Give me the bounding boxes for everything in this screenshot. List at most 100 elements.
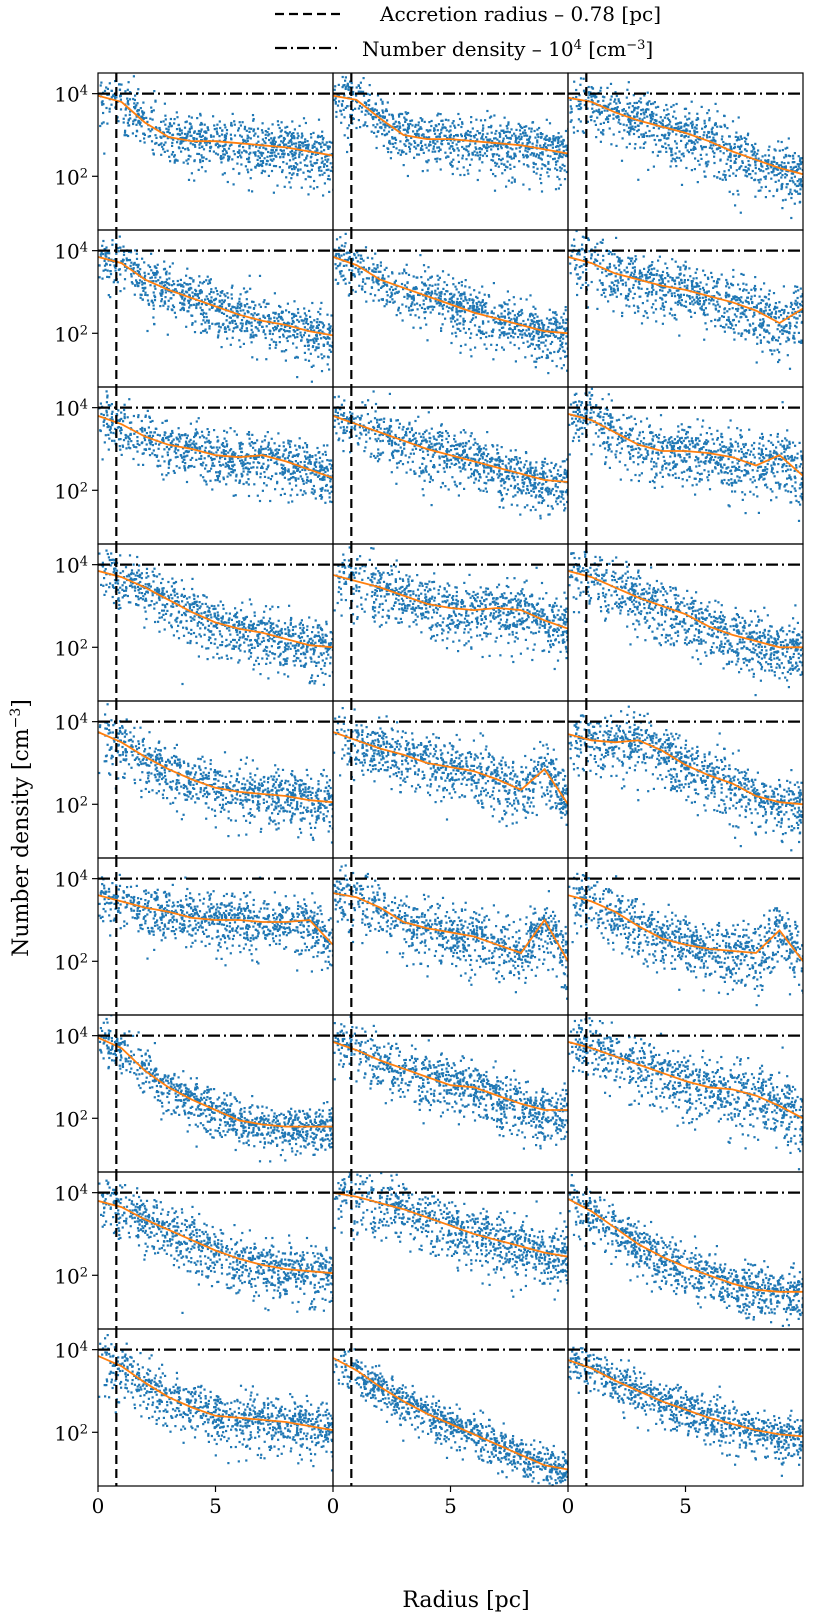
scatter-point bbox=[355, 94, 358, 97]
scatter-point bbox=[577, 99, 580, 103]
scatter-point bbox=[173, 161, 176, 164]
scatter-point bbox=[200, 166, 204, 169]
scatter-point bbox=[716, 110, 719, 113]
scatter-point bbox=[757, 189, 760, 192]
scatter-point bbox=[299, 146, 302, 149]
scatter-point bbox=[594, 123, 597, 126]
scatter-point bbox=[342, 274, 345, 277]
scatter-point bbox=[410, 136, 413, 139]
scatter-point bbox=[282, 333, 285, 336]
scatter-point bbox=[642, 111, 645, 114]
scatter-point bbox=[796, 180, 799, 183]
scatter-point bbox=[205, 331, 208, 334]
scatter-point bbox=[391, 137, 394, 140]
scatter-point bbox=[513, 132, 516, 135]
scatter-point bbox=[264, 130, 267, 133]
scatter-point bbox=[182, 137, 185, 140]
scatter-point bbox=[754, 157, 757, 160]
scatter-point bbox=[210, 145, 213, 148]
scatter-point bbox=[472, 317, 475, 320]
scatter-point bbox=[499, 304, 503, 307]
scatter-point bbox=[360, 254, 363, 257]
scatter-point bbox=[416, 276, 419, 279]
scatter-point bbox=[164, 280, 167, 284]
scatter-point bbox=[154, 266, 157, 269]
scatter-point bbox=[137, 120, 141, 123]
scatter-point bbox=[533, 323, 536, 326]
scatter-point bbox=[640, 133, 643, 136]
scatter-point bbox=[498, 140, 501, 143]
scatter-point bbox=[621, 109, 624, 112]
scatter-point bbox=[161, 290, 164, 293]
scatter-point bbox=[757, 324, 761, 327]
scatter-point bbox=[99, 84, 102, 87]
scatter-point bbox=[581, 283, 584, 286]
scatter-point bbox=[210, 288, 213, 291]
scatter-point bbox=[740, 144, 743, 147]
scatter-point bbox=[575, 230, 578, 233]
scatter-point bbox=[357, 270, 360, 273]
scatter-point bbox=[710, 271, 713, 274]
scatter-point bbox=[312, 340, 315, 343]
scatter-series bbox=[569, 77, 803, 220]
scatter-point bbox=[659, 116, 662, 119]
scatter-point bbox=[328, 331, 331, 334]
scatter-point bbox=[528, 188, 531, 191]
scatter-point bbox=[179, 142, 182, 145]
scatter-point bbox=[304, 178, 307, 181]
scatter-point bbox=[742, 168, 745, 172]
scatter-point bbox=[668, 312, 671, 315]
scatter-point bbox=[329, 169, 332, 172]
scatter-point bbox=[186, 310, 189, 313]
scatter-point bbox=[106, 122, 109, 125]
scatter-point bbox=[447, 119, 450, 122]
scatter-point bbox=[426, 339, 429, 342]
scatter-point bbox=[251, 190, 254, 193]
scatter-point bbox=[650, 102, 653, 106]
scatter-point bbox=[534, 155, 538, 158]
scatter-point bbox=[417, 124, 420, 127]
scatter-point bbox=[440, 142, 443, 145]
scatter-point bbox=[290, 132, 294, 136]
scatter-point bbox=[714, 122, 717, 125]
scatter-point bbox=[228, 328, 231, 331]
scatter-point bbox=[320, 145, 323, 148]
scatter-point bbox=[424, 310, 427, 314]
scatter-point bbox=[449, 162, 452, 165]
scatter-point bbox=[199, 161, 202, 164]
scatter-point bbox=[612, 113, 615, 116]
scatter-point bbox=[322, 336, 325, 339]
scatter-point bbox=[460, 280, 463, 284]
scatter-point bbox=[667, 144, 670, 147]
scatter-point bbox=[652, 134, 655, 137]
scatter-point bbox=[764, 306, 767, 309]
scatter-point bbox=[325, 337, 328, 340]
scatter-point bbox=[499, 124, 502, 127]
scatter-point bbox=[785, 340, 788, 343]
scatter-point bbox=[797, 192, 800, 195]
scatter-point bbox=[463, 309, 466, 312]
scatter-point bbox=[522, 328, 525, 332]
scatter-point bbox=[549, 352, 552, 355]
scatter-point bbox=[745, 137, 748, 141]
scatter-point bbox=[614, 98, 617, 101]
scatter-point bbox=[309, 326, 312, 329]
scatter-point bbox=[661, 145, 664, 148]
scatter-point bbox=[678, 127, 681, 130]
scatter-point bbox=[547, 372, 550, 375]
scatter-point bbox=[375, 278, 378, 281]
scatter-point bbox=[397, 152, 400, 155]
scatter-point bbox=[276, 324, 279, 327]
scatter-point bbox=[602, 129, 605, 132]
scatter-point bbox=[182, 307, 185, 310]
scatter-point bbox=[283, 328, 286, 331]
scatter-point bbox=[601, 132, 604, 135]
scatter-point bbox=[478, 308, 481, 311]
scatter-point bbox=[203, 130, 206, 133]
scatter-point bbox=[103, 89, 107, 92]
scatter-point bbox=[509, 136, 512, 139]
scatter-point bbox=[132, 267, 135, 270]
scatter-point bbox=[441, 323, 444, 326]
scatter-point bbox=[108, 252, 111, 255]
scatter-point bbox=[288, 330, 291, 333]
